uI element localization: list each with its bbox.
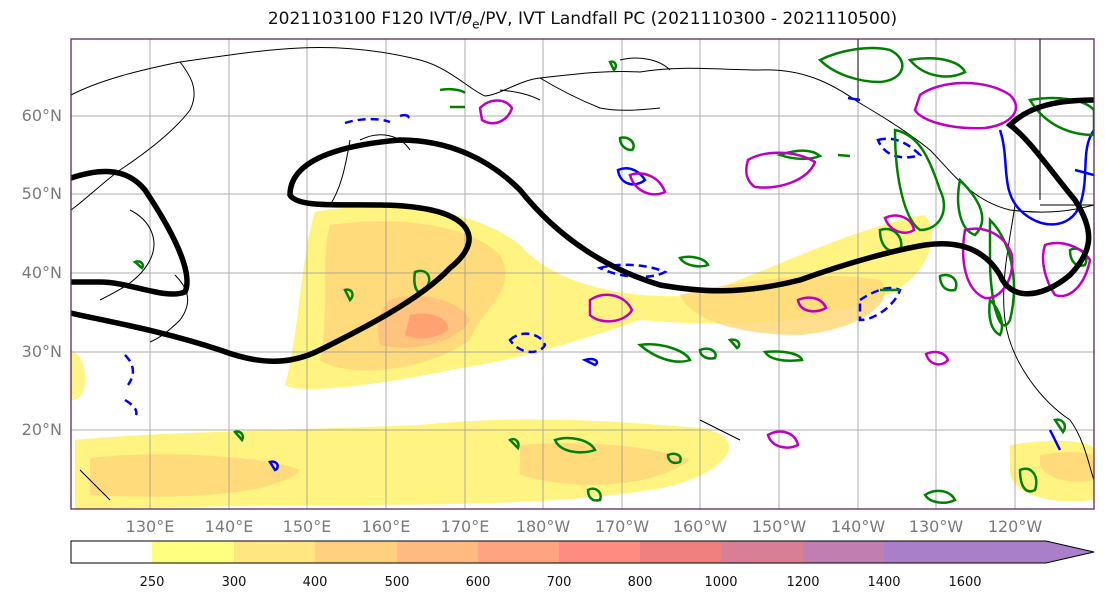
lon-label-140e: 140°E <box>204 517 254 536</box>
landfall-pc-contour <box>71 97 1094 364</box>
lat-label-60n: 60°N <box>21 106 62 125</box>
ivt-shading <box>71 206 1094 509</box>
ivt-colorbar <box>70 540 1095 564</box>
lon-label-170w: 170°W <box>594 517 650 536</box>
lat-label-30n: 30°N <box>21 342 62 361</box>
lon-label-180w: 180°W <box>515 517 571 536</box>
lon-label-170e: 170°E <box>440 517 490 536</box>
colorbar-seg-2 <box>234 541 315 563</box>
lon-label-120w: 120°W <box>987 517 1043 536</box>
landfall-contours <box>478 81 1092 449</box>
colorbar-tick-1600: 1600 <box>948 575 982 590</box>
lat-label-40n: 40°N <box>21 263 62 282</box>
colorbar-tick-1400: 1400 <box>867 575 901 590</box>
lon-label-130e: 130°E <box>125 517 175 536</box>
theta-e-contours <box>124 96 1094 472</box>
colorbar-seg-10 <box>884 541 1046 563</box>
colorbar-tick-800: 800 <box>627 575 653 590</box>
lon-label-140w: 140°W <box>830 517 886 536</box>
lon-label-150e: 150°E <box>282 517 332 536</box>
plot-frame <box>70 38 1095 510</box>
colorbar-tick-300: 300 <box>221 575 247 590</box>
colorbar-seg-3 <box>315 541 397 563</box>
lon-label-130w: 130°W <box>908 517 964 536</box>
colorbar-seg-0 <box>71 541 152 563</box>
lon-label-160e: 160°E <box>361 517 411 536</box>
colorbar-seg-4 <box>397 541 478 563</box>
plot-area <box>71 39 1094 509</box>
colorbar-seg-5 <box>478 541 559 563</box>
colorbar-seg-7 <box>640 541 721 563</box>
grid-lines <box>71 39 1094 509</box>
colorbar-tick-600: 600 <box>465 575 491 590</box>
colorbar-seg-9 <box>803 541 884 563</box>
colorbar-tick-1200: 1200 <box>786 575 820 590</box>
colorbar-seg-6 <box>559 541 640 563</box>
colorbar-extend-arrow <box>1046 541 1094 563</box>
colorbar-seg-8 <box>721 541 803 563</box>
colorbar-tick-700: 700 <box>546 575 572 590</box>
colorbar-tick-500: 500 <box>384 575 410 590</box>
colorbar-tick-250: 250 <box>139 575 165 590</box>
lat-label-20n: 20°N <box>21 420 62 439</box>
lat-label-50n: 50°N <box>21 184 62 203</box>
colorbar-frame <box>70 540 1095 564</box>
lon-label-150w: 150°W <box>751 517 807 536</box>
colorbar-seg-1 <box>152 541 234 563</box>
lon-label-160w: 160°W <box>672 517 728 536</box>
colorbar-tick-1000: 1000 <box>704 575 738 590</box>
map-title: 2021103100 F120 IVT/θe/PV, IVT Landfall … <box>267 9 898 32</box>
colorbar-tick-400: 400 <box>302 575 328 590</box>
